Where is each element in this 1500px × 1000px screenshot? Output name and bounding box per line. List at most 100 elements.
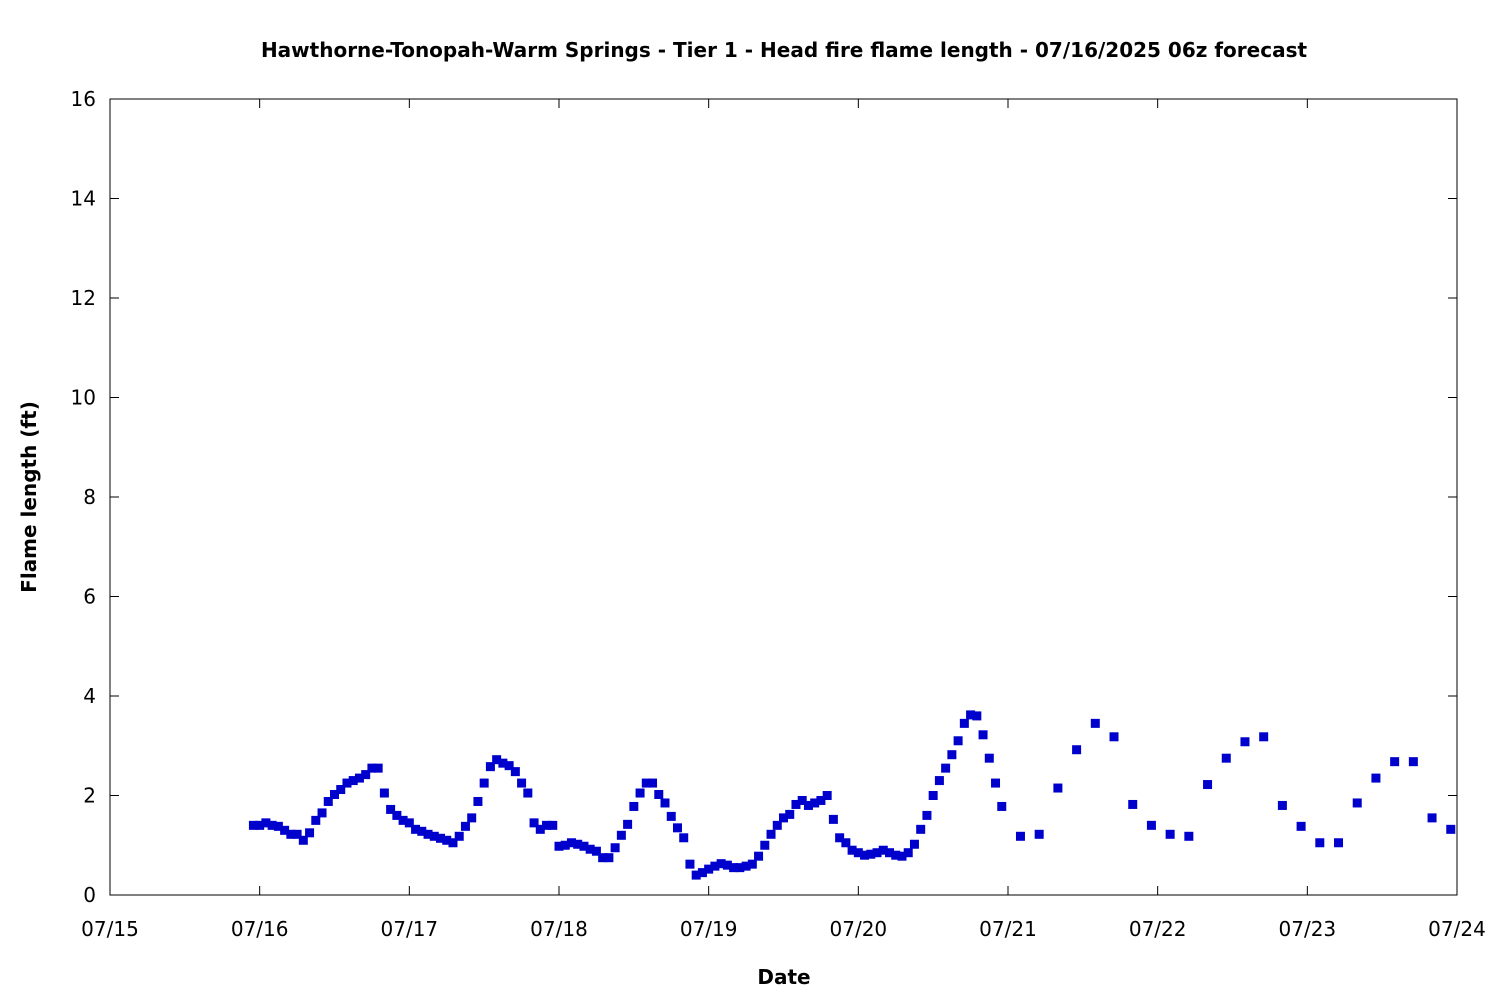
data-point [779,813,788,823]
data-point [991,778,1001,788]
data-point [261,818,271,828]
data-point [448,838,458,848]
data-point [941,763,951,773]
data-point [305,828,315,838]
data-point [379,788,389,798]
data-point [479,778,489,788]
data-point [641,778,651,788]
data-point [298,835,308,845]
data-point [367,763,377,773]
data-point [616,830,626,840]
data-point [654,790,664,800]
data-point [1352,798,1362,808]
data-point [972,711,982,721]
data-point [729,863,739,873]
y-axis-label: Flame length (ft) [17,401,41,593]
data-point [785,809,795,819]
data-point [878,845,888,855]
data-point [554,841,564,851]
axis-ticks [109,98,1458,896]
data-point [342,778,352,788]
data-point [1240,737,1250,747]
data-point [916,824,926,834]
data-point [697,868,707,878]
data-point [1034,829,1044,839]
data-point [1109,732,1119,742]
data-point [361,770,371,780]
data-point [560,840,570,850]
data-point [523,788,533,798]
data-point [810,798,820,808]
data-point [273,821,283,831]
data-point [248,820,258,830]
data-point [803,800,813,810]
data-point [429,831,439,841]
data-point [978,730,988,740]
y-tick-label: 10 [71,386,96,410]
axis-tick-labels: 07/15 07/16 07/17 07/18 07/19 07/20 07/21 07/22… [71,87,1486,941]
data-point [947,750,957,760]
x-tick-label: 07/17 [381,917,439,941]
data-point [404,818,414,828]
data-point [1296,821,1306,831]
data-point [498,758,508,768]
data-point [1277,800,1287,810]
data-point [853,848,863,858]
data-point [1446,824,1456,834]
data-point [866,849,876,859]
data-point [280,825,290,835]
data-point [885,848,895,858]
data-point [741,861,751,871]
data-point [629,801,639,811]
data-point [660,798,670,808]
data-point [828,814,838,824]
x-tick-label: 07/15 [81,917,139,941]
data-point [585,844,595,854]
data-point [510,767,520,777]
data-point [330,790,339,800]
plot-area-frame [109,98,1458,896]
data-point [473,796,483,806]
data-point [666,811,676,821]
data-point [423,829,433,839]
data-point [909,839,919,849]
data-point [398,815,408,825]
data-point [997,801,1007,811]
data-point [1221,753,1231,763]
data-point [1427,813,1437,823]
data-point [573,839,583,849]
y-tick-label: 0 [83,883,96,907]
data-point [860,850,870,860]
data-point [1203,780,1213,790]
x-tick-label: 07/21 [979,917,1037,941]
y-tick-label: 16 [71,87,96,111]
data-points [248,710,1456,880]
data-point [504,761,514,771]
data-point [754,851,764,861]
data-point [535,824,545,834]
data-point [1390,757,1400,767]
data-point [772,820,782,830]
data-point [1334,838,1344,848]
data-point [691,870,701,880]
data-point [517,778,527,788]
data-point [966,710,976,720]
x-tick-label: 07/19 [680,917,738,941]
data-point [1371,773,1381,783]
data-point [735,863,745,873]
data-point [311,815,321,825]
data-point [722,860,732,870]
y-tick-label: 4 [83,684,96,708]
data-point [716,859,726,869]
data-point [816,795,826,805]
data-point [436,833,446,843]
data-point [623,819,633,829]
data-point [822,791,832,800]
data-point [579,841,589,851]
data-point [454,831,464,841]
x-tick-label: 07/16 [231,917,289,941]
y-tick-label: 6 [83,585,96,609]
data-point [841,838,851,848]
x-tick-label: 07/18 [530,917,588,941]
data-point [354,773,364,783]
